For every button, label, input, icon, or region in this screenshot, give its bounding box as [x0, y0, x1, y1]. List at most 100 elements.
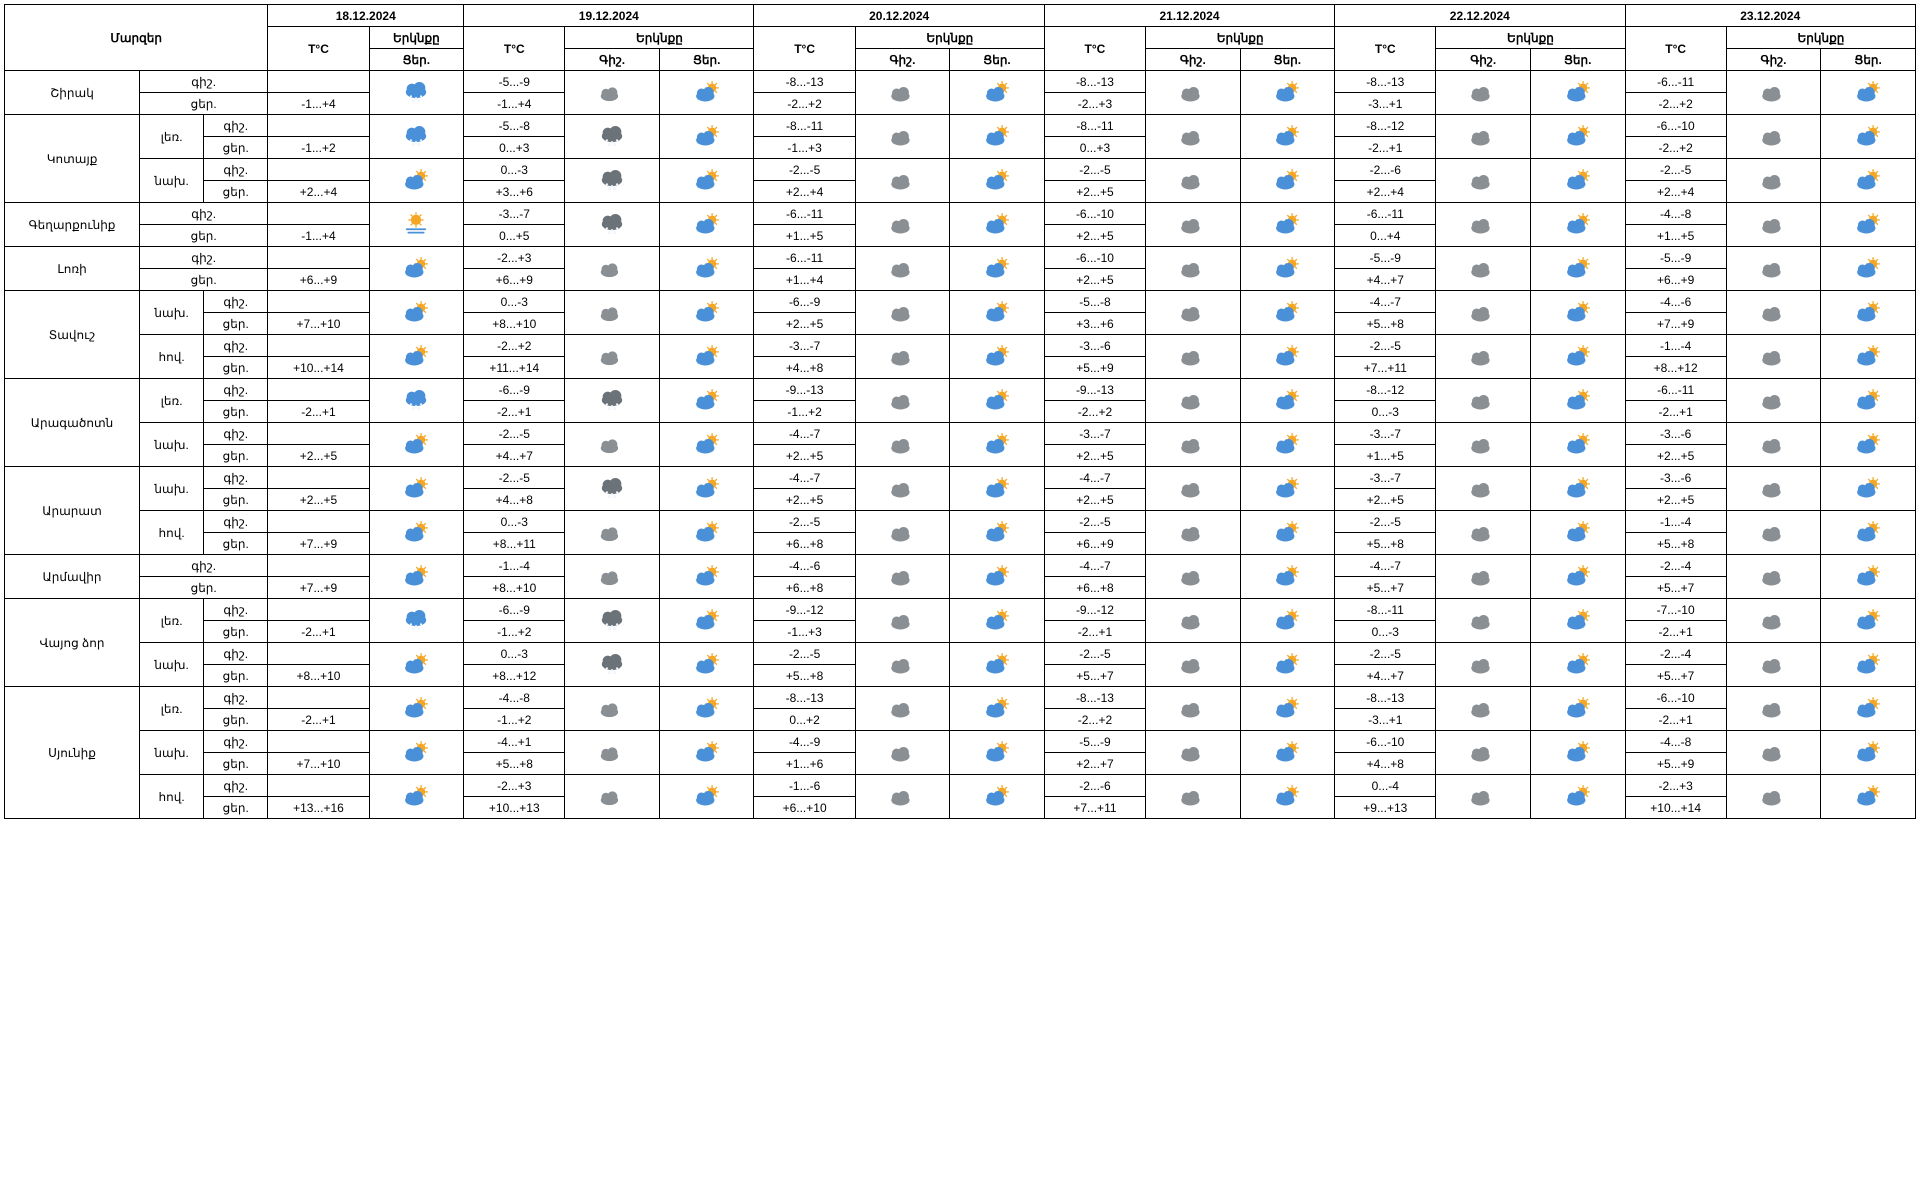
temp-night: -2...-6: [1044, 775, 1145, 797]
temp-day: +2...+5: [1044, 445, 1145, 467]
weather-icon-day: [1240, 203, 1335, 247]
temp-night: -4...-7: [754, 423, 855, 445]
weather-icon-day: [950, 247, 1045, 291]
weather-icon-day: [1821, 115, 1916, 159]
time-label: ցեր.: [140, 225, 268, 247]
temp-day: +6...+9: [268, 269, 369, 291]
weather-icon-night: [1436, 643, 1531, 687]
temp-night: -6...-9: [464, 599, 565, 621]
temp-night: -2...+3: [1625, 775, 1726, 797]
temp-night: -6...-11: [1625, 379, 1726, 401]
weather-icon-night: [1436, 555, 1531, 599]
weather-icon-night: [1146, 599, 1241, 643]
temp-day: 0...+3: [464, 137, 565, 159]
weather-icon-night: [855, 379, 950, 423]
weather-icon-night: [855, 115, 950, 159]
temp-day: +7...+9: [268, 533, 369, 555]
temp-night: -5...-9: [1044, 731, 1145, 753]
temp-night: -6...-10: [1044, 203, 1145, 225]
temp-night: -1...-6: [754, 775, 855, 797]
temp-day: +2...+5: [1044, 181, 1145, 203]
weather-icon: [369, 423, 464, 467]
weather-icon-night: [1436, 467, 1531, 511]
temp-day: +8...+11: [464, 533, 565, 555]
forecast-row: նախ.գիշ. -2...-5 -4...-7 -3...-7 -3...-7…: [5, 423, 1916, 445]
weather-icon-night: [565, 291, 660, 335]
weather-icon-day: [659, 115, 754, 159]
temp-night: [268, 687, 369, 709]
temp-day: +6...+9: [1625, 269, 1726, 291]
weather-icon-day: [950, 159, 1045, 203]
temp-day: -2...+1: [268, 401, 369, 423]
temp-night: 0...-4: [1335, 775, 1436, 797]
temp-day: +2...+5: [1335, 489, 1436, 511]
temp-day: +5...+8: [1335, 313, 1436, 335]
time-label: ցեր.: [204, 709, 268, 731]
sky-header: Երկնքը: [855, 27, 1044, 49]
weather-icon-day: [1240, 555, 1335, 599]
temp-night: 0...-3: [464, 159, 565, 181]
weather-icon-night: [855, 423, 950, 467]
weather-icon-night: [1436, 247, 1531, 291]
weather-icon-night: [855, 71, 950, 115]
sky-header: Երկնքը: [1436, 27, 1625, 49]
temp-day: -2...+1: [1625, 401, 1726, 423]
time-label: գիշ.: [204, 379, 268, 401]
weather-icon-day: [1240, 115, 1335, 159]
temp-day: +10...+14: [1625, 797, 1726, 819]
weather-icon-day: [1530, 643, 1625, 687]
temp-night: -2...-5: [1335, 511, 1436, 533]
weather-icon-day: [1240, 775, 1335, 819]
weather-icon-day: [1240, 379, 1335, 423]
temp-night: -8...-12: [1335, 379, 1436, 401]
region-name: Լոռի: [5, 247, 140, 291]
temp-night: [268, 731, 369, 753]
region-name: Սյունիք: [5, 687, 140, 819]
time-label: ցեր.: [204, 445, 268, 467]
temp-night: -6...-11: [754, 203, 855, 225]
weather-icon-day: [1821, 643, 1916, 687]
temp-night: -6...-9: [754, 291, 855, 313]
zone-label: նախ.: [140, 731, 204, 775]
weather-icon-day: [950, 555, 1045, 599]
weather-icon-day: [950, 731, 1045, 775]
temp-night: -2...-5: [1335, 643, 1436, 665]
weather-icon-night: [1436, 599, 1531, 643]
temp-day: +10...+13: [464, 797, 565, 819]
temp-day: +7...+11: [1044, 797, 1145, 819]
temp-night: -8...-12: [1335, 115, 1436, 137]
weather-icon-night: [1436, 203, 1531, 247]
temp-day: -2...+1: [268, 621, 369, 643]
temp-day: 0...+5: [464, 225, 565, 247]
time-label: ցեր.: [204, 181, 268, 203]
temp-night: -2...-5: [1044, 511, 1145, 533]
weather-icon: [369, 115, 464, 159]
weather-icon-day: [1240, 423, 1335, 467]
time-label: գիշ.: [204, 731, 268, 753]
weather-icon-night: [565, 115, 660, 159]
weather-icon-night: [565, 203, 660, 247]
temp-day: +5...+8: [1335, 533, 1436, 555]
temp-night: 0...-3: [464, 511, 565, 533]
weather-icon-night: [1146, 511, 1241, 555]
weather-icon-day: [1240, 159, 1335, 203]
forecast-row: Տավուշնախ.գիշ. 0...-3 -6...-9 -5...-8 -4…: [5, 291, 1916, 313]
weather-icon: [369, 71, 464, 115]
temp-day: +8...+10: [464, 577, 565, 599]
temp-night: -9...-13: [754, 379, 855, 401]
temp-night: -9...-13: [1044, 379, 1145, 401]
weather-icon-day: [1240, 247, 1335, 291]
temp-day: -2...+2: [754, 93, 855, 115]
night-subheader: Գիշ.: [565, 49, 660, 71]
weather-icon-night: [1726, 511, 1821, 555]
weather-icon-day: [1240, 467, 1335, 511]
temp-night: -2...-5: [754, 159, 855, 181]
temp-day: +7...+11: [1335, 357, 1436, 379]
date-header: 19.12.2024: [464, 5, 754, 27]
temp-header: T°C: [754, 27, 855, 71]
weather-icon-day: [659, 203, 754, 247]
weather-icon-night: [565, 423, 660, 467]
weather-icon-day: [659, 335, 754, 379]
temp-night: [268, 423, 369, 445]
zone-label: նախ.: [140, 291, 204, 335]
